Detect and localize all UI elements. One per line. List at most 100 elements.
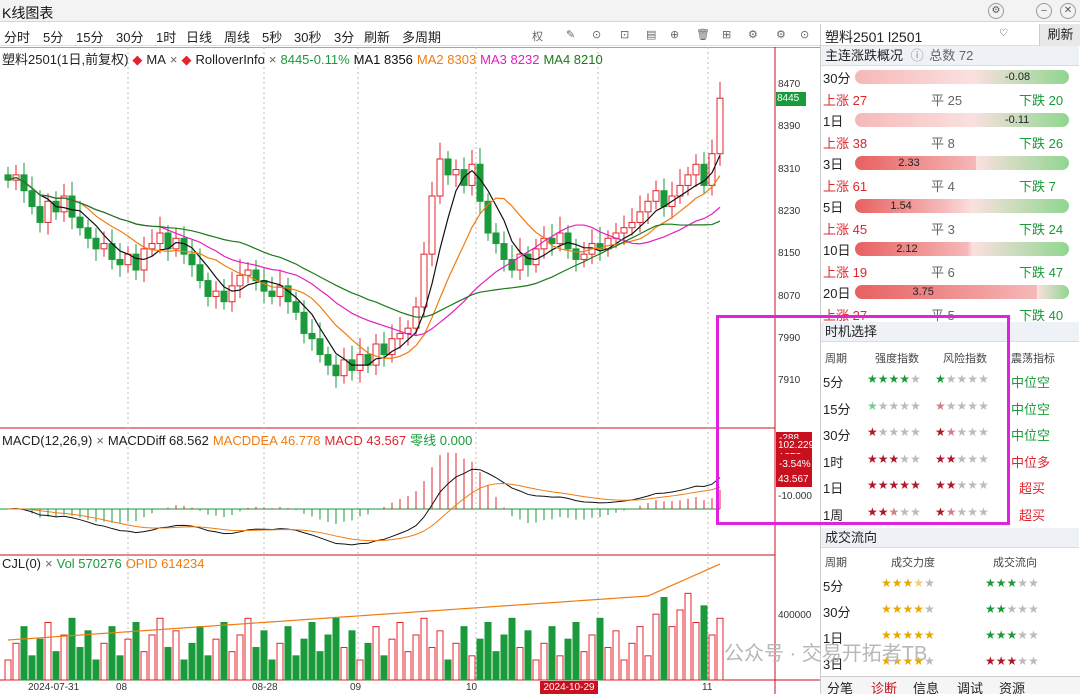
tab-debug[interactable]: 调试 [957, 681, 984, 694]
volume-bar [108, 626, 116, 681]
chart-settings-icon[interactable]: ⚙ [776, 29, 786, 41]
candle-body [644, 200, 652, 213]
volume-bar [148, 634, 156, 681]
legend-ma2: MA2 8303 [416, 52, 477, 67]
settings-icon[interactable]: ⚙ [988, 3, 1004, 19]
tab-resource[interactable]: 资源 [999, 681, 1026, 694]
candle-body [20, 174, 28, 192]
gear-icon[interactable]: ⚙ [748, 29, 758, 41]
tab-info[interactable]: 信息 [913, 681, 940, 694]
weight-icon[interactable]: 权 [532, 31, 543, 43]
tab-3min[interactable]: 3分 [334, 30, 355, 45]
refresh-button[interactable]: 刷新 [364, 30, 391, 45]
timing-period: 1时 [823, 454, 844, 470]
tab-5min[interactable]: 5分 [43, 30, 64, 45]
delete-icon[interactable]: 🗑 [696, 29, 710, 41]
help-icon[interactable]: ⓘ [910, 48, 924, 63]
volume-bar [396, 622, 404, 681]
chart-canvas[interactable] [0, 47, 820, 694]
tab-daily[interactable]: 日线 [186, 30, 213, 45]
window-title: K线图表 [2, 5, 54, 21]
period-toolbar: 分时 5分 15分 30分 1时 日线 周线 5秒 30秒 3分 刷新 多周期 … [0, 24, 820, 46]
volume-legend: CJL(0) × Vol 570276 OPID 614234 [2, 556, 205, 571]
tab-30min[interactable]: 30分 [116, 30, 144, 45]
volume-bar [484, 622, 492, 681]
macd-name: MACD(12,26,9) [2, 433, 93, 448]
candle-body [196, 264, 204, 282]
note-icon[interactable]: ▤ [646, 29, 657, 41]
watermark: 公众号 · 交易开拓者TB [724, 643, 928, 665]
volume-bar [460, 626, 468, 681]
pin-icon[interactable]: ⊙ [800, 29, 810, 41]
overview-value: 1.54 [890, 200, 912, 212]
macd-zero: 零线 0.000 [410, 433, 473, 448]
ma-line [7, 176, 721, 318]
tab-weekly[interactable]: 周线 [224, 30, 251, 45]
close-icon[interactable]: ✕ [1060, 3, 1076, 19]
chevron-down-icon[interactable]: ♡ [999, 28, 1008, 39]
flow-strength-stars: ★★★★★ [881, 576, 935, 590]
legend-ma1: MA1 8356 [353, 52, 413, 67]
volume-bar [548, 626, 556, 681]
volume-bar [532, 659, 540, 681]
macd-dea-line [7, 483, 721, 542]
volume-bar [20, 626, 28, 681]
risk-stars: ★★★★★ [935, 478, 989, 492]
tab-5sec[interactable]: 5秒 [262, 30, 283, 45]
candle-body [404, 327, 412, 334]
volume-bar [364, 642, 372, 681]
kline-chart[interactable]: 塑料2501(1日,前复权) ◆ MA × ◆ RolloverInfo × 8445-0.1… [0, 47, 820, 694]
candle-body [532, 248, 540, 266]
overview-bar: 2.12 [855, 242, 1069, 256]
timing-period: 1日 [823, 481, 844, 496]
tab-15min[interactable]: 15分 [76, 30, 104, 45]
overview-up: 上涨 38 [823, 136, 868, 151]
overview-down: 下跌 40 [1019, 308, 1064, 323]
multi-period-button[interactable]: 多周期 [402, 30, 442, 45]
draw-icon[interactable]: ✎ [566, 29, 576, 41]
oscillator-value: 中位空 [1011, 375, 1051, 390]
tab-diagnose[interactable]: 诊断 [871, 681, 898, 694]
date-label: 09 [350, 682, 362, 693]
vol-value: Vol 570276 [56, 556, 122, 571]
candle-body [36, 206, 44, 223]
volume-bar [564, 638, 572, 681]
volume-tick: 400000 [778, 610, 812, 621]
volume-bar [716, 617, 724, 681]
overview-down: 下跌 20 [1019, 93, 1064, 108]
save-icon[interactable]: ⊡ [620, 29, 630, 41]
tab-timeshare[interactable]: 分时 [4, 30, 31, 45]
candle-body [356, 354, 364, 371]
candle-body [292, 301, 300, 313]
volume-bar [28, 655, 36, 681]
tab-1hour[interactable]: 1时 [156, 30, 177, 45]
timing-section-title: 时机选择 [821, 322, 1079, 342]
volume-bar [444, 659, 452, 681]
volume-bar [340, 647, 348, 681]
minimize-icon[interactable]: – [1036, 3, 1052, 19]
alert-icon[interactable]: ⊙ [592, 29, 602, 41]
search-icon[interactable]: ⊕ [670, 29, 680, 41]
flow-direction-stars: ★★★★★ [985, 576, 1039, 590]
overview-down: 下跌 26 [1019, 136, 1064, 151]
panel-refresh-button[interactable]: 刷新 [1039, 24, 1080, 46]
tab-ticks[interactable]: 分笔 [827, 681, 854, 694]
overview-value: -0.08 [1005, 71, 1031, 83]
macd-top-tag: 102.229 [776, 439, 815, 453]
overview-flat: 平 4 [931, 179, 955, 194]
zoom-icon[interactable]: ⊞ [722, 29, 732, 41]
candle-body [100, 243, 108, 250]
overview-flat: 平 25 [931, 93, 963, 108]
overview-value: -0.11 [1005, 114, 1030, 126]
overview-up: 上涨 45 [823, 222, 868, 237]
oscillator-value: 中位空 [1011, 401, 1051, 417]
volume-bar [60, 634, 68, 681]
price-tick: 8070 [778, 291, 801, 302]
overview-title: 主连涨跌概况 [825, 48, 904, 63]
flow-period: 30分 [823, 605, 851, 620]
volume-bar [92, 659, 100, 681]
tab-30sec[interactable]: 30秒 [294, 30, 322, 45]
title-bar: K线图表 ⚙ – ✕ [0, 0, 1080, 22]
candle-body [564, 232, 572, 250]
volume-bar [196, 626, 204, 681]
